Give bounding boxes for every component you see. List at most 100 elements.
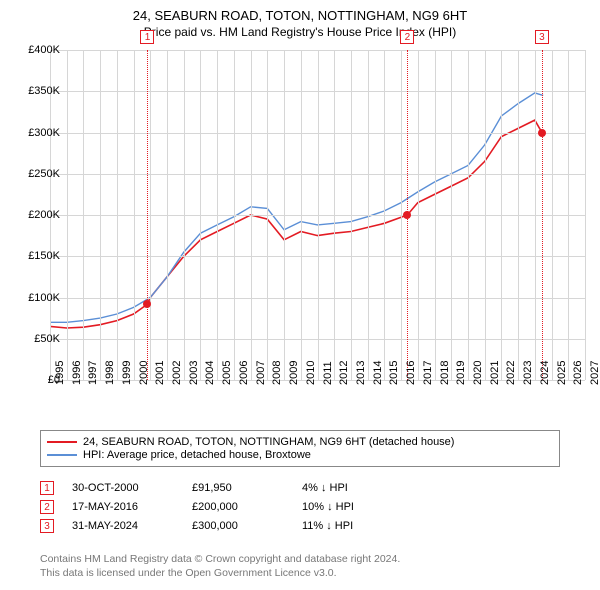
x-axis-label: 2018 [439, 361, 451, 385]
legend-label: 24, SEABURN ROAD, TOTON, NOTTINGHAM, NG9… [83, 436, 454, 448]
event-marker-box: 2 [40, 500, 54, 514]
event-marker-box: 1 [40, 481, 54, 495]
x-axis-label: 2027 [589, 361, 600, 385]
gridline-v [267, 50, 268, 380]
gridline-v [251, 50, 252, 380]
gridline-v [501, 50, 502, 380]
event-marker-box: 3 [40, 519, 54, 533]
x-axis-label: 2005 [221, 361, 233, 385]
gridline-v [318, 50, 319, 380]
footer-attribution: Contains HM Land Registry data © Crown c… [40, 552, 560, 580]
x-axis-label: 2004 [204, 361, 216, 385]
footer-line1: Contains HM Land Registry data © Crown c… [40, 552, 560, 566]
event-hpi: 10% ↓ HPI [302, 501, 442, 513]
marker-dot [143, 300, 151, 308]
x-axis-label: 2024 [539, 361, 551, 385]
marker-box: 2 [400, 30, 414, 44]
marker-box: 1 [140, 30, 154, 44]
y-axis-label: £150K [28, 250, 60, 262]
event-row: 130-OCT-2000£91,9504% ↓ HPI [40, 481, 560, 495]
x-axis-label: 2002 [171, 361, 183, 385]
gridline-v [468, 50, 469, 380]
x-axis-label: 2000 [138, 361, 150, 385]
marker-line [542, 50, 543, 380]
y-axis-label: £350K [28, 85, 60, 97]
x-axis-label: 2008 [271, 361, 283, 385]
x-axis-label: 2020 [472, 361, 484, 385]
marker-dot [538, 129, 546, 137]
y-axis-label: £400K [28, 44, 60, 56]
x-axis-label: 2009 [288, 361, 300, 385]
marker-line [147, 50, 148, 380]
gridline-v [134, 50, 135, 380]
gridline-v [384, 50, 385, 380]
x-axis-label: 2011 [322, 361, 334, 385]
gridline-v [234, 50, 235, 380]
event-row: 331-MAY-2024£300,00011% ↓ HPI [40, 519, 560, 533]
x-axis-label: 1998 [104, 361, 116, 385]
gridline-v [401, 50, 402, 380]
x-axis-label: 2015 [388, 361, 400, 385]
y-axis-label: £250K [28, 168, 60, 180]
x-axis-label: 2019 [455, 361, 467, 385]
gridline-v [301, 50, 302, 380]
event-price: £91,950 [192, 482, 302, 494]
event-table: 130-OCT-2000£91,9504% ↓ HPI 2 17-MAY-2016£… [40, 476, 560, 538]
event-row: 217-MAY-2016£200,00010% ↓ HPI [40, 500, 560, 514]
x-axis-label: 1997 [87, 361, 99, 385]
gridline-v [284, 50, 285, 380]
x-axis-label: 2023 [522, 361, 534, 385]
x-axis-label: 2021 [489, 361, 501, 385]
x-axis-label: 2012 [338, 361, 350, 385]
x-axis-label: 2003 [188, 361, 200, 385]
gridline-v [117, 50, 118, 380]
gridline-v [535, 50, 536, 380]
marker-box: 3 [535, 30, 549, 44]
event-date: 17-MAY-2016 [72, 501, 192, 513]
series-hpi [50, 93, 543, 322]
x-axis-label: 2014 [372, 361, 384, 385]
x-axis-label: 2006 [238, 361, 250, 385]
x-axis-label: 2013 [355, 361, 367, 385]
event-hpi: 4% ↓ HPI [302, 482, 442, 494]
legend-swatch [47, 454, 77, 456]
y-axis-label: £200K [28, 209, 60, 221]
x-axis-label: 2010 [305, 361, 317, 385]
x-axis-label: 2016 [405, 361, 417, 385]
gridline-v [435, 50, 436, 380]
gridline-v [200, 50, 201, 380]
x-axis-label: 1999 [121, 361, 133, 385]
gridline-v [418, 50, 419, 380]
x-axis-label: 1996 [71, 361, 83, 385]
gridline-v [83, 50, 84, 380]
gridline-v [485, 50, 486, 380]
x-axis-label: 2017 [422, 361, 434, 385]
chart-subtitle: Price paid vs. HM Land Registry's House … [0, 23, 600, 45]
gridline-v [368, 50, 369, 380]
legend-label: HPI: Average price, detached house, Brox… [83, 449, 311, 461]
gridline-v [585, 50, 586, 380]
x-axis-label: 2026 [572, 361, 584, 385]
event-date: 31-MAY-2024 [72, 520, 192, 532]
x-axis-label: 2001 [154, 361, 166, 385]
x-axis-label: 2007 [255, 361, 267, 385]
legend-swatch [47, 441, 77, 443]
gridline-v [67, 50, 68, 380]
x-axis-label: 1995 [54, 361, 66, 385]
footer-line2: This data is licensed under the Open Gov… [40, 566, 560, 580]
x-axis-label: 2025 [556, 361, 568, 385]
gridline-v [552, 50, 553, 380]
gridline-v [167, 50, 168, 380]
chart-plot-area: 123 [50, 50, 585, 380]
gridline-v [518, 50, 519, 380]
legend-item: 24, SEABURN ROAD, TOTON, NOTTINGHAM, NG9… [47, 436, 553, 448]
gridline-v [150, 50, 151, 380]
gridline-v [100, 50, 101, 380]
legend-item: HPI: Average price, detached house, Brox… [47, 449, 553, 461]
y-axis-label: £300K [28, 127, 60, 139]
chart-title: 24, SEABURN ROAD, TOTON, NOTTINGHAM, NG9… [0, 0, 600, 23]
gridline-v [217, 50, 218, 380]
gridline-v [184, 50, 185, 380]
gridline-v [568, 50, 569, 380]
gridline-v [334, 50, 335, 380]
